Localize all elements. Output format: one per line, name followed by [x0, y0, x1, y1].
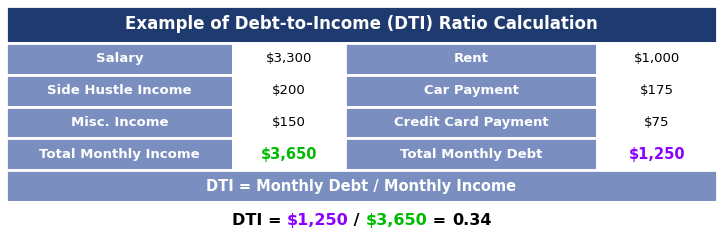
Bar [234, 107, 345, 138]
Text: $175: $175 [640, 84, 674, 97]
Text: Car Payment: Car Payment [424, 84, 518, 97]
Bar [345, 75, 597, 107]
Text: Total Monthly Debt: Total Monthly Debt [400, 148, 542, 161]
Text: Total Monthly Income: Total Monthly Income [39, 148, 200, 161]
Bar [6, 107, 234, 138]
Text: DTI = Monthly Debt / Monthly Income: DTI = Monthly Debt / Monthly Income [207, 179, 516, 194]
Bar [597, 43, 717, 75]
Text: $200: $200 [273, 84, 306, 97]
Bar [6, 138, 234, 170]
Bar [6, 75, 234, 107]
Bar [6, 6, 717, 43]
Text: /: / [348, 213, 366, 228]
Bar [597, 75, 717, 107]
Bar [6, 202, 717, 239]
Bar [6, 170, 717, 202]
Text: $150: $150 [273, 116, 306, 129]
Text: $75: $75 [644, 116, 669, 129]
Text: DTI =: DTI = [231, 213, 286, 228]
Bar [6, 43, 234, 75]
Text: Side Hustle Income: Side Hustle Income [48, 84, 192, 97]
Text: $3,650: $3,650 [366, 213, 427, 228]
Text: $1,250: $1,250 [286, 213, 348, 228]
Text: Example of Debt-to-Income (DTI) Ratio Calculation: Example of Debt-to-Income (DTI) Ratio Ca… [125, 15, 598, 33]
Text: $1,000: $1,000 [634, 52, 680, 65]
Text: $3,300: $3,300 [266, 52, 312, 65]
Bar [234, 138, 345, 170]
Bar [597, 138, 717, 170]
Bar [345, 107, 597, 138]
Text: Misc. Income: Misc. Income [71, 116, 168, 129]
Bar [345, 138, 597, 170]
Text: $1,250: $1,250 [629, 147, 685, 162]
Text: $3,650: $3,650 [261, 147, 317, 162]
Bar [234, 43, 345, 75]
Text: Credit Card Payment: Credit Card Payment [394, 116, 548, 129]
Bar [345, 43, 597, 75]
Text: =: = [427, 213, 452, 228]
Text: Rent: Rent [453, 52, 489, 65]
Text: Salary: Salary [96, 52, 143, 65]
Bar [234, 75, 345, 107]
Bar [597, 107, 717, 138]
Text: 0.34: 0.34 [452, 213, 492, 228]
